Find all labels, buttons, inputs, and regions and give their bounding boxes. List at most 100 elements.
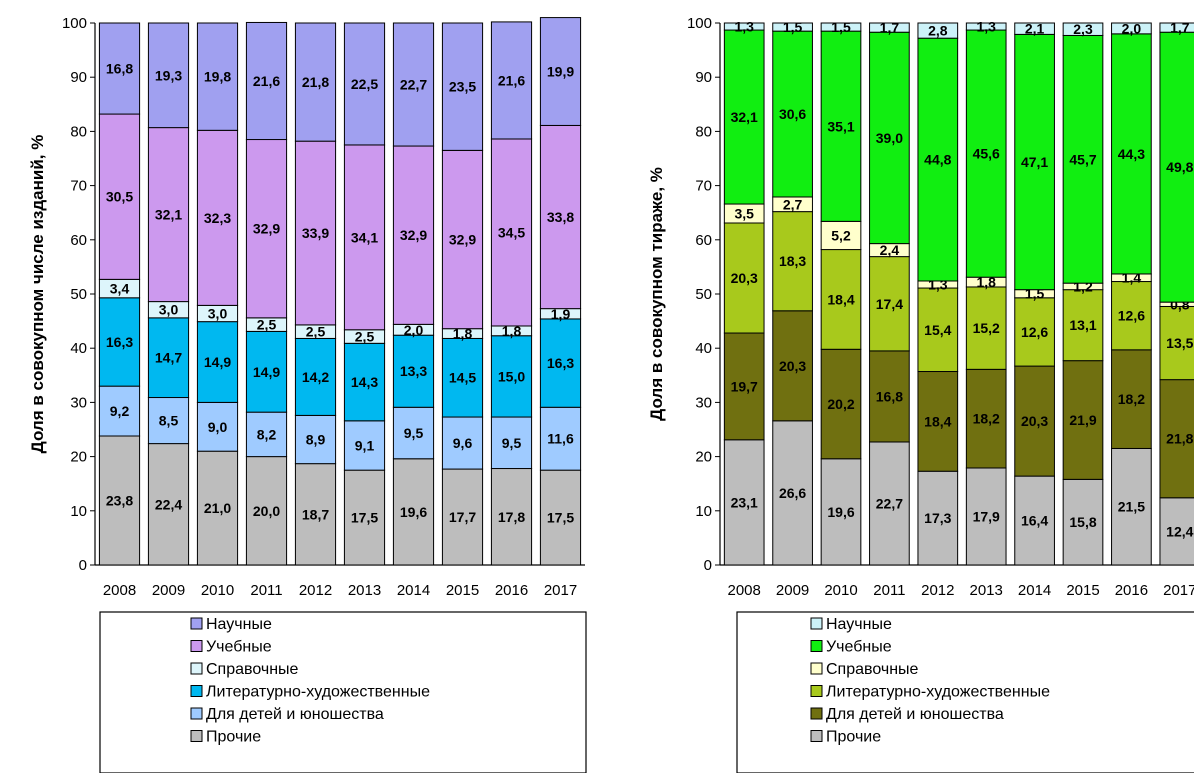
data-label: 30,5	[106, 189, 133, 205]
bar-segment	[294, 414, 337, 465]
data-label: 16,8	[106, 61, 133, 77]
bar-segment	[490, 21, 533, 140]
data-label: 17,8	[498, 509, 525, 525]
bar-segment	[1062, 22, 1104, 36]
y-tick-label: 10	[70, 503, 87, 520]
data-label: 3,5	[734, 206, 754, 222]
y-tick-label: 40	[70, 340, 87, 357]
data-label: 21,8	[302, 74, 329, 90]
data-label: 1,7	[1170, 20, 1190, 36]
bar-segment	[343, 469, 386, 566]
data-label: 11,6	[547, 431, 574, 447]
data-label: 17,4	[876, 296, 903, 312]
y-tick-label: 60	[70, 232, 87, 249]
data-label: 2,3	[1073, 21, 1093, 37]
y-tick-label: 20	[70, 449, 87, 466]
bar-segment	[98, 385, 141, 437]
bar-segment	[98, 435, 141, 566]
bar-segment	[196, 22, 239, 131]
bar-segment	[1159, 497, 1194, 566]
y-tick-label: 30	[695, 394, 712, 411]
data-label: 1,7	[880, 20, 900, 36]
data-label: 14,9	[253, 364, 280, 380]
bar-segment	[441, 149, 484, 330]
data-label: 21,6	[498, 72, 525, 88]
y-tick-label: 60	[695, 232, 712, 249]
data-label: 1,3	[976, 19, 996, 35]
legend-swatch	[810, 640, 823, 652]
data-label: 17,3	[924, 510, 951, 526]
data-label: 15,0	[498, 368, 525, 384]
data-label: 3,0	[159, 302, 179, 318]
bar-segment	[245, 330, 288, 413]
data-label: 30,6	[779, 106, 806, 122]
legend-item: Научные	[206, 616, 272, 633]
data-label: 44,8	[924, 152, 951, 168]
bar-segment	[723, 439, 765, 566]
bar-segment	[869, 350, 910, 443]
data-label: 22,4	[155, 496, 182, 512]
data-label: 1,5	[783, 19, 803, 35]
bar-segment	[245, 139, 288, 319]
legend-swatch	[810, 707, 823, 720]
y-tick-label: 50	[695, 286, 712, 303]
data-label: 17,9	[973, 508, 1000, 524]
data-label: 9,5	[502, 435, 522, 451]
legend-item: Справочные	[206, 661, 299, 678]
bar-segment	[917, 371, 959, 472]
legend-item: Прочие	[206, 729, 261, 746]
bar-segment	[98, 297, 141, 387]
data-label: 2,1	[1025, 21, 1045, 37]
bar-segment	[772, 211, 813, 312]
data-label: 44,3	[1118, 146, 1145, 162]
data-label: 17,5	[547, 510, 574, 526]
x-tick-label: 2017	[544, 582, 577, 599]
x-tick-label: 2013	[348, 582, 381, 599]
legend-item: Учебные	[826, 639, 892, 656]
data-label: 18,3	[779, 253, 806, 269]
data-label: 23,8	[106, 493, 133, 509]
bar-segment	[1062, 360, 1104, 480]
data-label: 13,5	[1166, 335, 1193, 351]
bar-segment	[343, 342, 386, 422]
bar-segment	[392, 22, 435, 147]
data-label: 12,6	[1021, 324, 1048, 340]
data-label: 2,5	[257, 317, 277, 333]
bar-segment	[245, 21, 288, 141]
data-label: 32,1	[731, 109, 758, 125]
y-tick-label: 90	[695, 69, 712, 86]
data-label: 14,2	[302, 369, 329, 385]
data-label: 14,5	[449, 370, 476, 386]
data-label: 9,0	[208, 419, 228, 435]
data-label: 22,5	[351, 76, 378, 92]
bar-segment	[343, 420, 386, 471]
bar-segment	[820, 249, 862, 350]
bar-segment	[1159, 379, 1194, 499]
bar-segment	[490, 416, 533, 470]
data-label: 20,3	[731, 270, 758, 286]
bar-segment	[820, 458, 862, 566]
legend-swatch	[190, 640, 203, 652]
bar-segment	[343, 144, 386, 331]
data-label: 22,7	[400, 77, 427, 93]
bar-segment	[1014, 297, 1055, 367]
data-label: 9,6	[453, 435, 473, 451]
y-tick-label: 80	[70, 123, 87, 140]
legend-item: Справочные	[826, 661, 919, 678]
data-label: 17,5	[351, 510, 378, 526]
bar-segment	[1111, 349, 1152, 449]
data-label: 1,5	[831, 19, 851, 35]
bar-segment	[1014, 365, 1055, 477]
x-tick-label: 2011	[873, 582, 905, 599]
y-axis-label: Доля в совокупном числе изданий, %	[28, 135, 47, 454]
data-label: 15,4	[924, 322, 951, 338]
x-tick-label: 2016	[1115, 582, 1148, 599]
data-label: 32,9	[449, 232, 476, 248]
chart-publications-share: Доля в совокупном числе изданий, % 0 10 20 3…	[28, 15, 587, 773]
data-label: 2,0	[404, 322, 424, 338]
chart-svg-publications: Доля в совокупном числе изданий, % 0 10 20 3…	[28, 15, 587, 773]
legend-swatch	[190, 662, 203, 675]
data-label: 18,7	[302, 506, 329, 522]
legend-swatch	[190, 617, 203, 630]
bar-segment	[196, 450, 239, 566]
